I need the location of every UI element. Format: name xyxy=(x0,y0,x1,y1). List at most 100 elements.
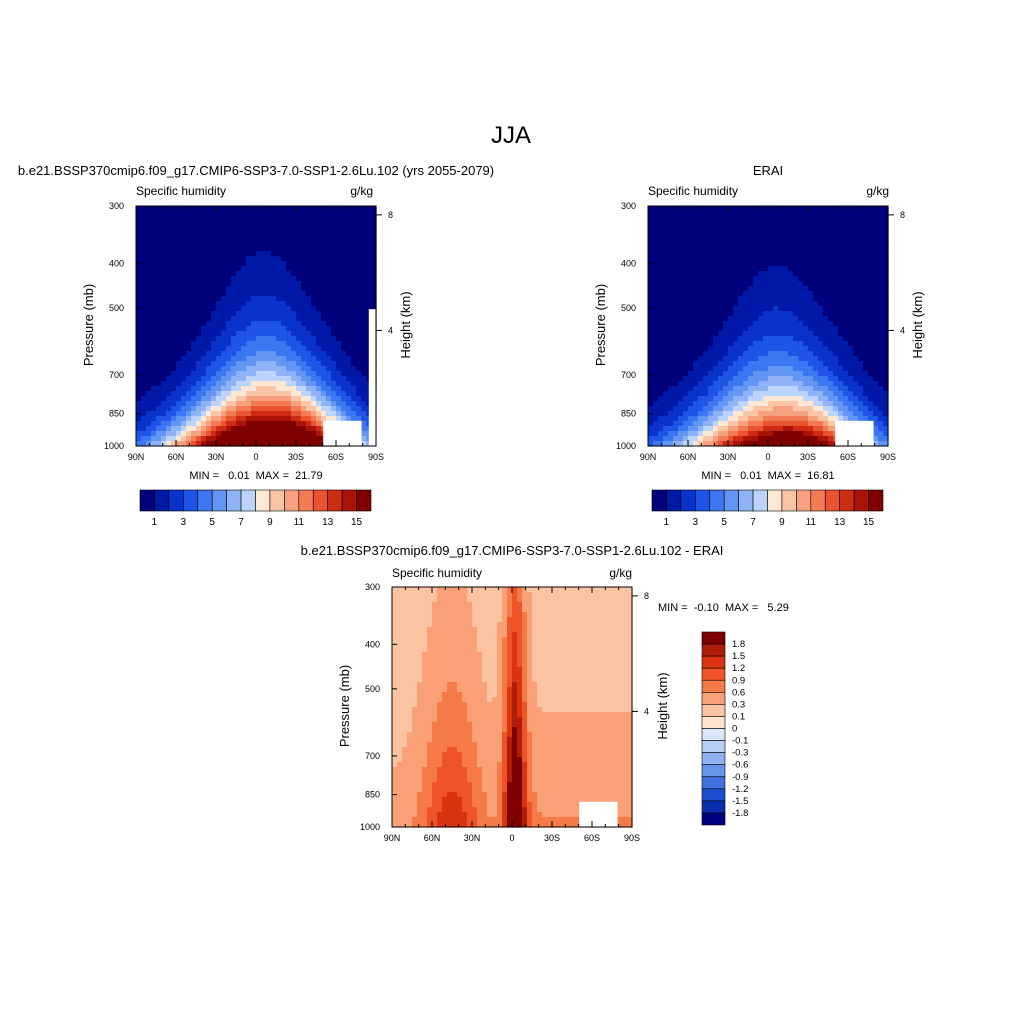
contour-cell xyxy=(878,346,884,352)
colorbar-swatch xyxy=(183,489,199,512)
contour-cell xyxy=(316,246,322,252)
contour-cell xyxy=(392,772,398,778)
contour-cell xyxy=(748,426,754,432)
contour-cell xyxy=(246,371,252,377)
contour-cell xyxy=(392,647,398,653)
contour-cell xyxy=(301,206,307,212)
contour-cell xyxy=(798,221,804,227)
contour-cell xyxy=(256,361,262,367)
contour-cell xyxy=(788,216,794,222)
contour-cell xyxy=(733,271,739,277)
contour-cell xyxy=(798,396,804,402)
contour-cell xyxy=(858,376,864,382)
contour-cell xyxy=(738,426,744,432)
contour-cell xyxy=(251,271,257,277)
contour-cell xyxy=(828,331,834,337)
contour-cell xyxy=(161,406,167,412)
contour-cell xyxy=(266,396,272,402)
contour-cell xyxy=(331,346,337,352)
contour-cell xyxy=(296,311,302,317)
contour-cell xyxy=(181,336,187,342)
contour-cell xyxy=(306,401,312,407)
contour-cell xyxy=(181,221,187,227)
contour-cell xyxy=(266,436,272,442)
contour-cell xyxy=(266,211,272,217)
contour-cell xyxy=(658,356,664,362)
y-axis-label: Pressure (mb) xyxy=(593,284,608,366)
contour-cell xyxy=(803,386,809,392)
contour-cell xyxy=(863,406,869,412)
contour-cell xyxy=(818,256,824,262)
contour-cell xyxy=(346,371,352,377)
contour-cell xyxy=(156,321,162,327)
contour-cell xyxy=(698,281,704,287)
contour-cell xyxy=(321,401,327,407)
contour-cell xyxy=(878,286,884,292)
contour-cell xyxy=(848,266,854,272)
contour-cell xyxy=(181,241,187,247)
contour-cell xyxy=(407,627,413,633)
contour-cell xyxy=(251,356,257,362)
contour-cell xyxy=(728,281,734,287)
height-axis-label: Height (km) xyxy=(655,672,670,739)
contour-cell xyxy=(151,291,157,297)
contour-cell xyxy=(788,376,794,382)
contour-cell xyxy=(291,246,297,252)
contour-cell xyxy=(838,276,844,282)
contour-cell xyxy=(863,386,869,392)
contour-cell xyxy=(848,346,854,352)
contour-cell xyxy=(301,326,307,332)
contour-cell xyxy=(868,336,874,342)
contour-cell xyxy=(683,296,689,302)
contour-cell xyxy=(221,321,227,327)
contour-cell xyxy=(703,291,709,297)
contour-cell xyxy=(738,421,744,427)
contour-cell xyxy=(191,206,197,212)
contour-cell xyxy=(326,306,332,312)
contour-cell xyxy=(793,441,799,447)
contour-cell xyxy=(743,241,749,247)
contour-cell xyxy=(793,436,799,442)
contour-cell xyxy=(371,291,377,297)
contour-cell xyxy=(301,251,307,257)
contour-cell xyxy=(878,341,884,347)
contour-cell xyxy=(311,271,317,277)
contour-cell xyxy=(341,336,347,342)
contour-cell xyxy=(778,316,784,322)
contour-cell xyxy=(753,216,759,222)
contour-cell xyxy=(883,411,889,417)
contour-cell xyxy=(316,281,322,287)
contour-cell xyxy=(848,331,854,337)
contour-cell xyxy=(648,316,654,322)
contour-cell xyxy=(306,391,312,397)
contour-cell xyxy=(371,226,377,232)
contour-cell xyxy=(778,336,784,342)
contour-cell xyxy=(708,256,714,262)
contour-cell xyxy=(783,401,789,407)
contour-cell xyxy=(331,311,337,317)
contour-cell xyxy=(266,386,272,392)
contour-cell xyxy=(793,281,799,287)
contour-cell xyxy=(838,221,844,227)
contour-cell xyxy=(668,431,674,437)
contour-cell xyxy=(728,366,734,372)
contour-cell xyxy=(843,346,849,352)
contour-cell xyxy=(658,206,664,212)
contour-cell xyxy=(848,361,854,367)
contour-cell xyxy=(758,356,764,362)
contour-cell xyxy=(773,321,779,327)
contour-cell xyxy=(301,236,307,242)
contour-cell xyxy=(276,366,282,372)
contour-cell xyxy=(392,822,398,828)
contour-cell xyxy=(693,231,699,237)
contour-cell xyxy=(256,336,262,342)
contour-cell xyxy=(828,366,834,372)
contour-cell xyxy=(397,687,403,693)
contour-cell xyxy=(251,411,257,417)
contour-cell xyxy=(863,371,869,377)
contour-cell xyxy=(196,371,202,377)
contour-cell xyxy=(773,271,779,277)
contour-cell xyxy=(397,737,403,743)
contour-cell xyxy=(251,341,257,347)
contour-cell xyxy=(181,441,187,447)
